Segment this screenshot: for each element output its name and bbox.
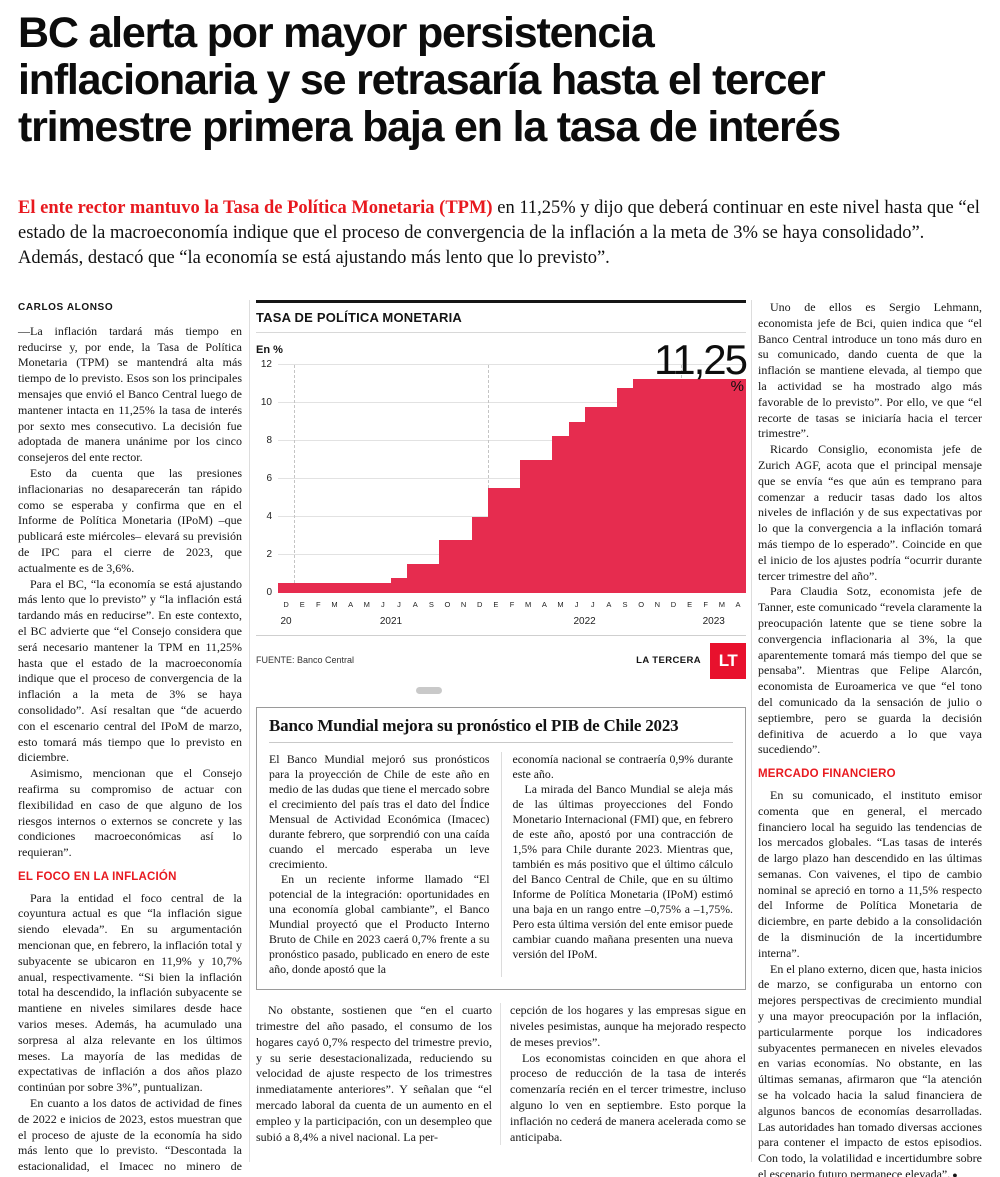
paragraph: En cuanto a los datos de actividad de fi… [18, 1096, 242, 1177]
chart-ylabels: 0 2 4 6 8 10 12 [260, 358, 272, 598]
section-heading-inflacion: EL FOCO EN LA INFLACIÓN [18, 870, 177, 883]
section-heading-mercado: MERCADO FINANCIERO [758, 768, 896, 781]
paragraph: En su comunicado, el instituto emisor co… [758, 787, 982, 960]
tpm-chart: TASA DE POLÍTICA MONETARIA En % 0 2 4 6 8 10 1… [256, 300, 748, 680]
headline: BC alerta por mayor persistencia inflaci… [18, 10, 982, 151]
chart-credit-wrap: LA TERCERA LT [636, 643, 746, 680]
chart-credit: LA TERCERA [636, 655, 701, 667]
chart-years: 20 2021 2022 2023 [280, 616, 725, 628]
highlight-number: 11,25 [654, 335, 748, 383]
left-column: CARLOS ALONSO —La inflación tardará más … [18, 300, 242, 1177]
paragraph: Para Claudia Sotz, economista jefe de Ta… [758, 584, 982, 757]
box-title: Banco Mundial mejora su pronóstico el PI… [269, 718, 733, 744]
headline-line-1: BC alerta por mayor persistencia [18, 10, 655, 57]
la-tercera-logo: LT [710, 643, 746, 680]
paragraph: Asimismo, mencionan que el Consejo reafi… [18, 766, 242, 860]
right-column: Uno de ellos es Sergio Lehmann, economis… [758, 300, 982, 1177]
article-end-mark: ● [952, 1170, 958, 1177]
headline-line-3: trimestre primera baja en la tasa de int… [18, 102, 841, 151]
paragraph: El Banco Mundial mejoró sus pronósticos … [269, 752, 490, 872]
paragraph: Para la entidad el foco central de la co… [18, 890, 242, 1095]
paragraph: cepción de los hogares y las empresas si… [510, 1003, 746, 1049]
box-column-1: El Banco Mundial mejoró sus pronósticos … [269, 752, 502, 978]
paragraph: Esto da cuenta que las presiones inflaci… [18, 465, 242, 575]
chart-plot: 11,25 % [278, 338, 748, 593]
center-column: TASA DE POLÍTICA MONETARIA En % 0 2 4 6 8 10 1… [256, 300, 748, 1146]
highlight-percent-sign: % [730, 377, 744, 395]
paragraph: La mirada del Banco Mundial se aleja más… [512, 782, 734, 962]
continuation-columns: No obstante, sostienen que “en el cuarto… [256, 1003, 746, 1146]
lede: El ente rector mantuvo la Tasa de Políti… [18, 196, 980, 271]
column-divider-right [751, 300, 752, 1162]
chart-plot-wrap: 0 2 4 6 8 10 12 11,25 % [256, 338, 748, 598]
box-column-2: economía nacional se contraería 0,9% dur… [502, 752, 734, 977]
paragraph: —La inflación tardará más tiempo en redu… [18, 323, 242, 465]
paragraph: economía nacional se contraería 0,9% dur… [512, 752, 734, 782]
continuation-column-1: No obstante, sostienen que “en el cuarto… [256, 1003, 501, 1146]
chart-bars [278, 365, 747, 593]
box-columns: El Banco Mundial mejoró sus pronósticos … [269, 752, 734, 978]
paragraph: Ricardo Consiglio, economista jefe de Zu… [758, 442, 982, 583]
chart-title: TASA DE POLÍTICA MONETARIA [256, 303, 746, 333]
boxed-article: Banco Mundial mejora su pronóstico el PI… [256, 707, 746, 991]
paragraph: Uno de ellos es Sergio Lehmann, economis… [758, 300, 982, 441]
paragraph: En el plano externo, dicen que, hasta in… [758, 962, 982, 1177]
paragraph: Para el BC, “la economía se está ajustan… [18, 576, 242, 765]
paragraph-text: En el plano externo, dicen que, hasta in… [758, 961, 982, 1177]
chart-unit-label: En % [256, 343, 283, 356]
scroll-pill [416, 687, 442, 695]
chart-top-rule [256, 300, 746, 303]
paragraph: No obstante, sostienen que “en el cuarto… [256, 1003, 492, 1144]
lede-rest: en 11,25% y dijo que deberá continuar en… [18, 198, 980, 268]
column-divider-left [249, 300, 250, 1162]
chart-footer: FUENTE: Banco Central LA TERCERA LT [256, 635, 746, 680]
continuation-column-2: cepción de los hogares y las empresas si… [510, 1003, 746, 1145]
byline: CARLOS ALONSO [18, 302, 114, 313]
lede-highlight: El ente rector mantuvo la Tasa de Políti… [18, 198, 493, 218]
paragraph: En un reciente informe llamado “El poten… [269, 872, 490, 977]
chart-source: FUENTE: Banco Central [256, 655, 355, 666]
paragraph: Los economistas coinciden en que ahora e… [510, 1050, 746, 1144]
headline-line-2: inflacionaria y se retrasaría hasta el t… [18, 55, 826, 104]
chart-highlight-value: 11,25 % [654, 335, 748, 395]
